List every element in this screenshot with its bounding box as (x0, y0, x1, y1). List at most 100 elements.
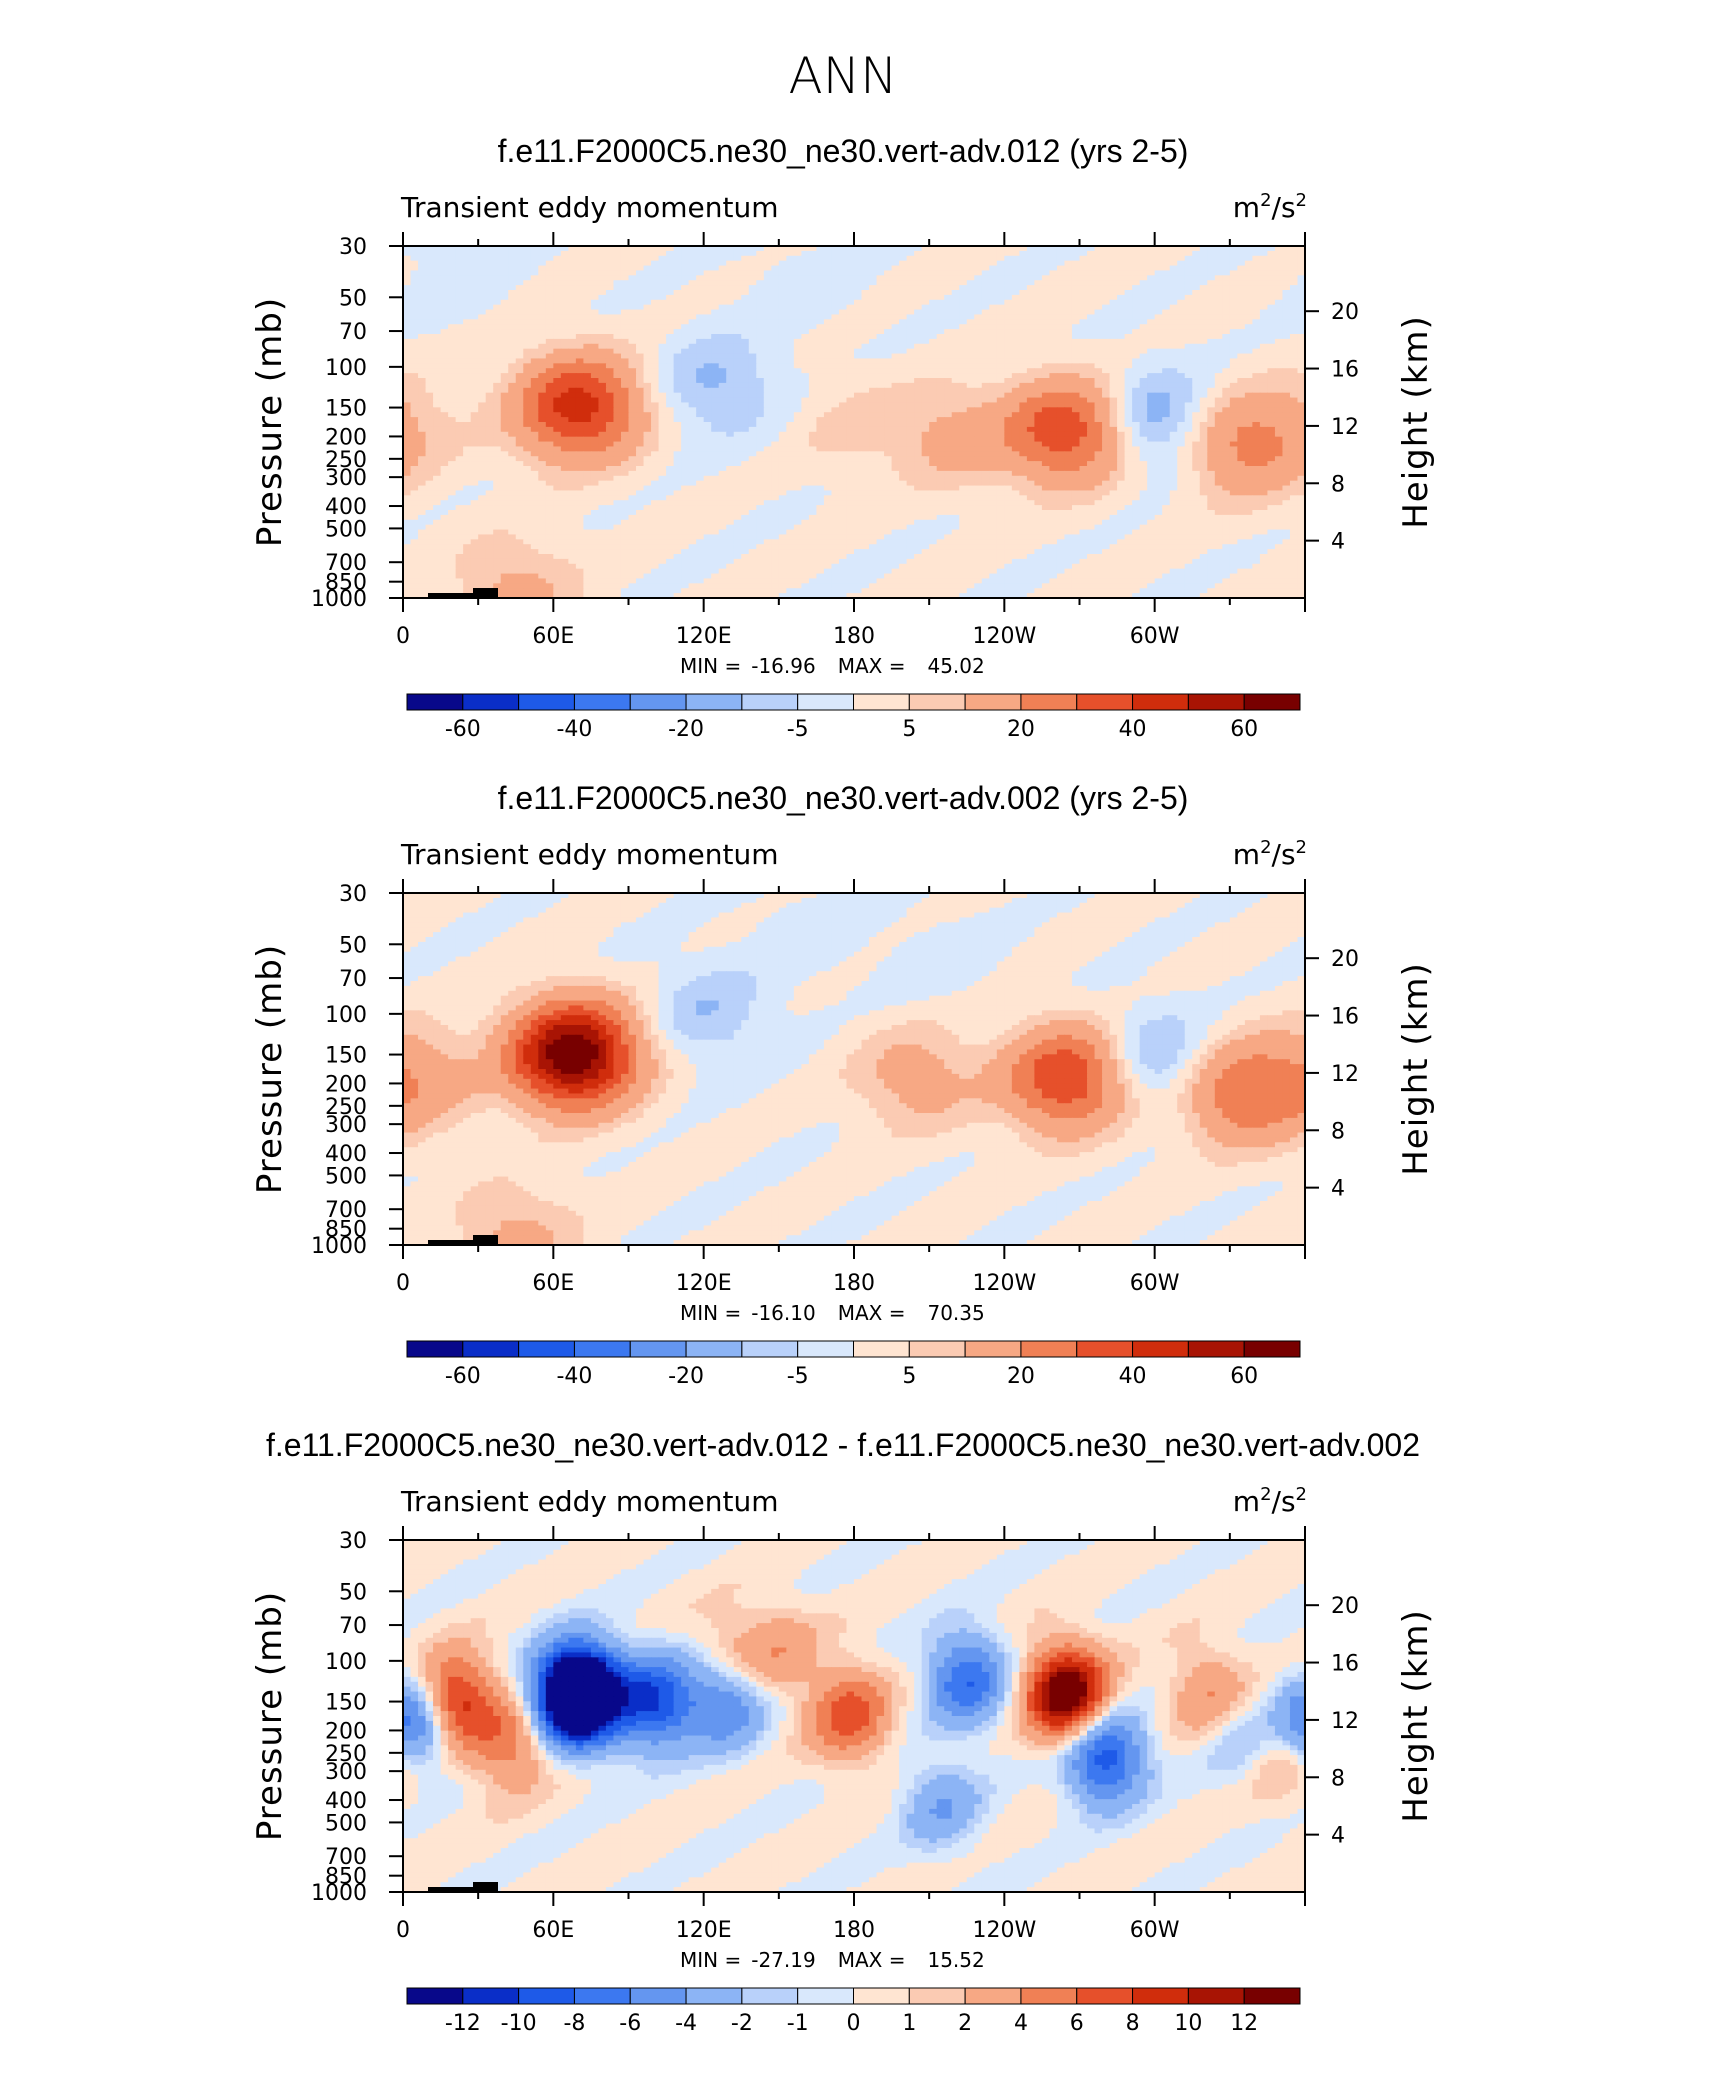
x-tick-label: 120E (676, 1271, 732, 1296)
y-tick-label: 700 (325, 1845, 367, 1870)
colorbar-box (741, 693, 799, 711)
panel-1: f.e11.F2000C5.ne30_ne30.vert-adv.012 (yr… (250, 133, 1436, 742)
y-tick-label: 30 (339, 235, 367, 260)
colorbar-label: -2 (731, 2011, 753, 2036)
y-tick-label: 300 (325, 466, 367, 491)
colorbar-label: 60 (1230, 1364, 1258, 1389)
x-tick-label: 60W (1130, 1918, 1180, 1943)
colorbar-label: -40 (556, 1364, 592, 1389)
colorbar-label: -8 (563, 2011, 585, 2036)
y-tick-label: 700 (325, 1198, 367, 1223)
units-label: m2/s2 (1233, 1484, 1307, 1518)
colorbar-box (1020, 693, 1078, 711)
colorbar-box (629, 1987, 687, 2005)
y-tick-label: 1000 (311, 1234, 367, 1259)
y-tick-label: 200 (325, 1072, 367, 1097)
colorbar-label: 6 (1070, 2011, 1084, 2036)
topography (428, 1882, 498, 1892)
colorbar-box (853, 1340, 910, 1358)
colorbar-label: 0 (847, 2011, 861, 2036)
units-label: m2/s2 (1233, 837, 1307, 871)
y-tick-label: 400 (325, 495, 367, 520)
y-tick-label: 850 (325, 1218, 367, 1243)
y-axis-title: Pressure (mb) (250, 1591, 290, 1841)
colorbar-label: -5 (787, 1364, 809, 1389)
colorbar-box (406, 1340, 464, 1358)
units-label: m2/s2 (1233, 190, 1307, 224)
figure-title: ANN (788, 47, 897, 105)
y-tick-label: 100 (325, 1003, 367, 1028)
y-tick-label: 30 (339, 1529, 367, 1554)
colorbar-box (518, 693, 575, 711)
colorbar-label: -5 (787, 717, 809, 742)
colorbar-box (1076, 693, 1134, 711)
colorbar-label: -4 (675, 2011, 697, 2036)
colorbar-label: 1 (902, 2011, 916, 2036)
x-tick-label: 120W (972, 1918, 1036, 1943)
y-tick-label: 500 (325, 517, 367, 542)
y-tick-label: 850 (325, 571, 367, 596)
y-right-tick-label: 8 (1331, 1766, 1345, 1791)
min-max-readout: MIN = -27.19 MAX = 15.52 (680, 1948, 985, 1972)
x-tick-label: 60W (1130, 624, 1180, 649)
colorbar-box (462, 1987, 520, 2005)
y-right-tick-label: 16 (1331, 358, 1359, 383)
colorbar-box (1243, 1340, 1301, 1358)
y-tick-label: 400 (325, 1789, 367, 1814)
colorbar-box (518, 1340, 575, 1358)
colorbar-label: -10 (501, 2011, 537, 2036)
colorbar-label: 60 (1230, 717, 1258, 742)
colorbar-box (797, 1340, 854, 1358)
panel-title: f.e11.F2000C5.ne30_ne30.vert-adv.012 (yr… (498, 133, 1189, 169)
colorbar-box (573, 1987, 631, 2005)
contour-field (403, 246, 1305, 598)
colorbar-label: 40 (1119, 717, 1147, 742)
colorbar-box (1187, 693, 1245, 711)
y-tick-label: 250 (325, 1095, 367, 1120)
colorbar-label: 4 (1014, 2011, 1028, 2036)
colorbar-box (573, 693, 631, 711)
colorbar-box (853, 693, 910, 711)
colorbar-box (964, 1987, 1022, 2005)
y-right-tick-label: 12 (1331, 1709, 1359, 1734)
colorbar-box (685, 693, 743, 711)
colorbar-label: 12 (1230, 2011, 1258, 2036)
colorbar: -60 -40 -20 -5 5 20 40 60 (406, 693, 1301, 742)
colorbar: -60 -40 -20 -5 5 20 40 60 (406, 1340, 1301, 1389)
colorbar-label: -60 (445, 1364, 481, 1389)
colorbar-box (853, 1987, 910, 2005)
y-tick-label: 50 (339, 1580, 367, 1605)
colorbar-label: -20 (668, 717, 704, 742)
y-right-tick-label: 20 (1331, 947, 1359, 972)
y-tick-label: 200 (325, 425, 367, 450)
colorbar-box (1020, 1987, 1078, 2005)
x-tick-label: 120W (972, 1271, 1036, 1296)
contour-field (403, 1540, 1305, 1892)
colorbar-label: 2 (958, 2011, 972, 2036)
x-tick-label: 0 (396, 624, 410, 649)
panel-2: f.e11.F2000C5.ne30_ne30.vert-adv.002 (yr… (250, 780, 1436, 1389)
colorbar: -12 -10 -8 -6 -4 -2 -1 0 1 2 4 6 8 10 12 (406, 1987, 1301, 2036)
colorbar-box (797, 1987, 854, 2005)
colorbar-box (908, 693, 966, 711)
panel-subtitle: Transient eddy momentum (400, 1485, 779, 1518)
y-right-tick-label: 16 (1331, 1005, 1359, 1030)
colorbar-label: -40 (556, 717, 592, 742)
colorbar-box (741, 1987, 799, 2005)
y-tick-label: 500 (325, 1164, 367, 1189)
x-tick-label: 180 (833, 1271, 875, 1296)
y-right-tick-label: 20 (1331, 300, 1359, 325)
colorbar-box (629, 1340, 687, 1358)
x-tick-label: 60E (532, 1918, 574, 1943)
y-right-tick-label: 4 (1331, 530, 1345, 555)
colorbar-box (1243, 1987, 1301, 2005)
y-axis-title: Pressure (mb) (250, 297, 290, 547)
contour-field (403, 893, 1305, 1245)
x-tick-label: 180 (833, 1918, 875, 1943)
topography (428, 588, 498, 598)
colorbar-label: 5 (902, 717, 916, 742)
y-axis-title: Pressure (mb) (250, 944, 290, 1194)
y-right-tick-label: 12 (1331, 1062, 1359, 1087)
y-tick-label: 70 (339, 1614, 367, 1639)
x-tick-label: 0 (396, 1918, 410, 1943)
